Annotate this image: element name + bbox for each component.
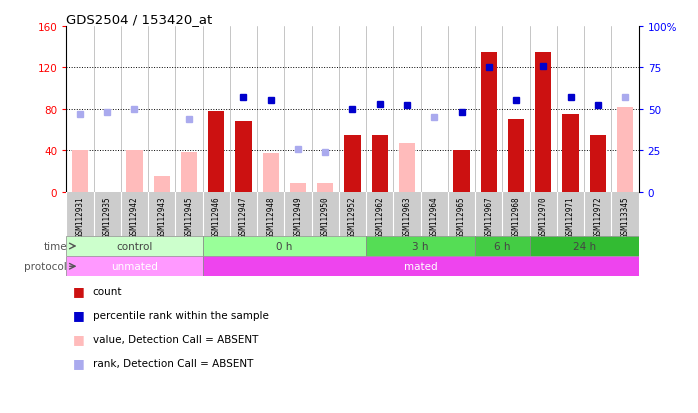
- Text: GSM112971: GSM112971: [566, 196, 575, 237]
- Text: GSM112963: GSM112963: [403, 196, 412, 237]
- Bar: [344, 135, 361, 192]
- Bar: [66, 256, 202, 277]
- Text: 0 h: 0 h: [276, 242, 292, 252]
- Text: unmated: unmated: [111, 261, 158, 272]
- Text: GDS2504 / 153420_at: GDS2504 / 153420_at: [66, 13, 213, 26]
- Text: ■: ■: [73, 285, 85, 298]
- Bar: [208, 112, 224, 192]
- Bar: [202, 256, 639, 277]
- Bar: [72, 151, 88, 192]
- Bar: [235, 122, 252, 192]
- Text: rank, Detection Call = ABSENT: rank, Detection Call = ABSENT: [93, 358, 253, 368]
- Text: GSM112943: GSM112943: [157, 196, 166, 237]
- Text: GSM112968: GSM112968: [512, 196, 521, 237]
- Bar: [453, 151, 470, 192]
- Bar: [126, 151, 142, 192]
- Text: GSM112946: GSM112946: [211, 196, 221, 237]
- Bar: [202, 236, 366, 256]
- Text: GSM112947: GSM112947: [239, 196, 248, 237]
- Bar: [66, 236, 202, 256]
- Bar: [290, 184, 306, 192]
- Bar: [181, 153, 197, 192]
- Bar: [481, 53, 497, 192]
- Text: GSM112942: GSM112942: [130, 196, 139, 237]
- Bar: [530, 236, 639, 256]
- Text: GSM112967: GSM112967: [484, 196, 493, 237]
- Text: control: control: [117, 242, 153, 252]
- Text: ■: ■: [73, 309, 85, 322]
- Text: count: count: [93, 286, 122, 296]
- Text: GSM112964: GSM112964: [430, 196, 439, 237]
- Text: percentile rank within the sample: percentile rank within the sample: [93, 310, 269, 320]
- Text: mated: mated: [404, 261, 438, 272]
- Text: GSM112962: GSM112962: [376, 196, 384, 237]
- Text: ■: ■: [73, 332, 85, 346]
- Text: ■: ■: [73, 356, 85, 370]
- Text: GSM112952: GSM112952: [348, 196, 357, 237]
- Text: GSM112945: GSM112945: [184, 196, 193, 237]
- Bar: [366, 236, 475, 256]
- Text: protocol: protocol: [24, 261, 67, 272]
- Bar: [590, 135, 606, 192]
- Text: GSM113345: GSM113345: [621, 196, 630, 237]
- Text: 3 h: 3 h: [413, 242, 429, 252]
- Bar: [399, 144, 415, 192]
- Bar: [617, 107, 633, 192]
- Bar: [317, 184, 334, 192]
- Bar: [535, 53, 551, 192]
- Text: time: time: [43, 242, 67, 252]
- Text: GSM112935: GSM112935: [103, 196, 112, 237]
- Bar: [154, 177, 170, 192]
- Bar: [508, 120, 524, 192]
- Text: 6 h: 6 h: [494, 242, 511, 252]
- Text: GSM112972: GSM112972: [593, 196, 602, 237]
- Text: GSM112950: GSM112950: [321, 196, 329, 237]
- Text: GSM112949: GSM112949: [293, 196, 302, 237]
- Text: GSM112970: GSM112970: [539, 196, 548, 237]
- Text: GSM112965: GSM112965: [457, 196, 466, 237]
- Text: GSM112931: GSM112931: [75, 196, 84, 237]
- Text: GSM112948: GSM112948: [266, 196, 275, 237]
- Bar: [563, 115, 579, 192]
- Bar: [475, 236, 530, 256]
- Text: 24 h: 24 h: [572, 242, 595, 252]
- Text: value, Detection Call = ABSENT: value, Detection Call = ABSENT: [93, 334, 258, 344]
- Bar: [262, 154, 279, 192]
- Bar: [371, 135, 388, 192]
